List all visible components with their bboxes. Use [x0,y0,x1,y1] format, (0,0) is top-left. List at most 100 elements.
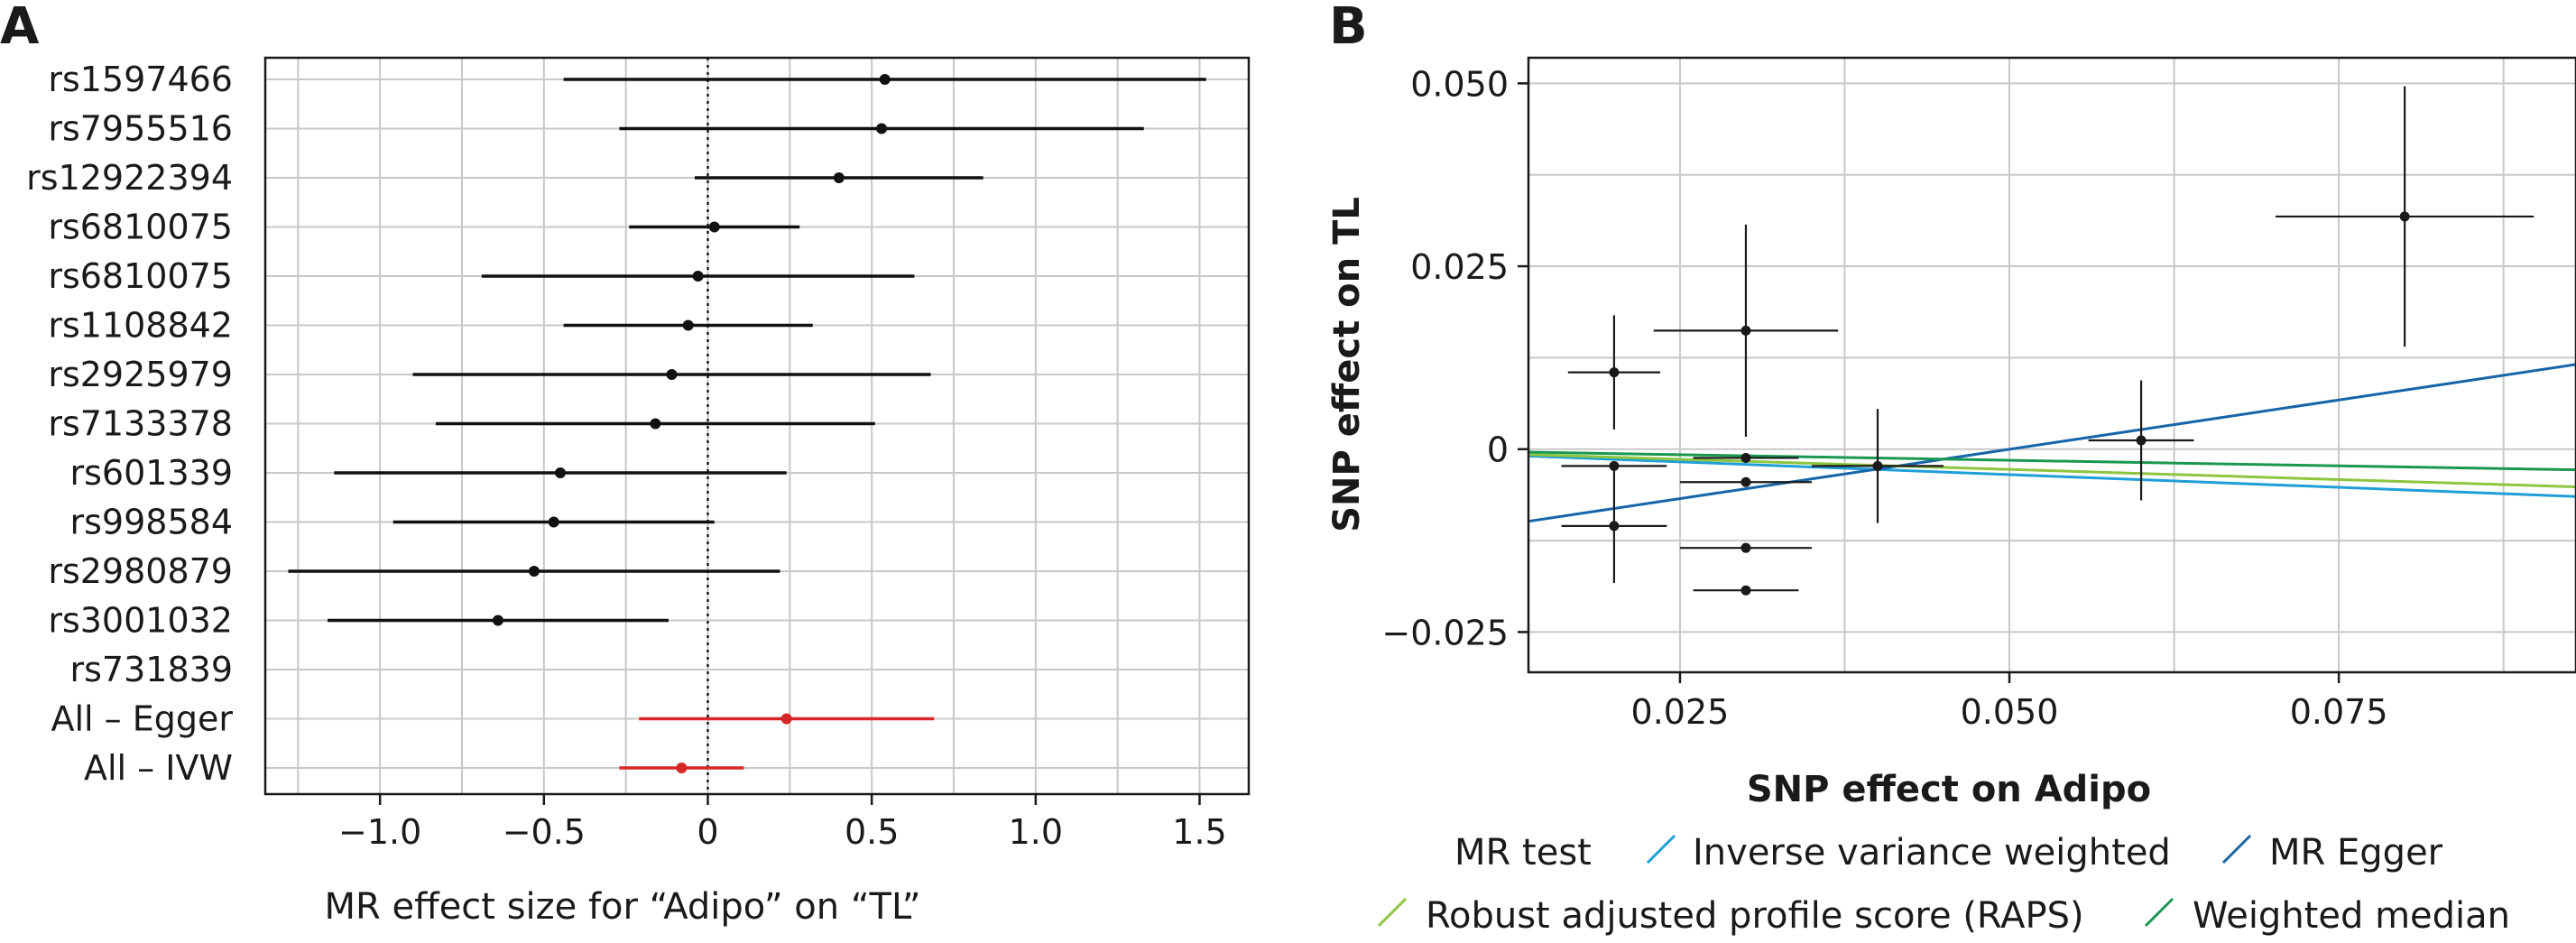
point-marker [2399,211,2410,222]
forest-x-ticks: −1.0 −0.5 0 0.5 1.0 1.5 [338,794,1227,852]
legend-item: Robust adjusted profile score (RAPS) [1377,895,2084,937]
effect-point [780,713,792,725]
snp-point [1653,224,1839,437]
effect-point [666,369,678,380]
x-tick-label: 0.050 [1961,692,2059,732]
snp-point [2276,86,2534,347]
snp-point [1561,468,1667,584]
snp-point [1679,542,1812,553]
snp-label: All – IVW [84,748,233,788]
effect-point [492,615,503,626]
forest-plot-frame [263,56,1251,796]
y-tick-label: 0.025 [1410,247,1509,287]
y-tick-label: −0.025 [1381,613,1509,652]
x-tick-label: 0.075 [2290,692,2388,732]
snp-label: rs601339 [70,453,233,493]
effect-point [555,467,566,478]
snp-label: rs12922394 [26,158,233,198]
regression-line [1528,454,2576,498]
scatter-points [1561,86,2534,596]
panel-b-letter: B [1329,0,1368,56]
scatter-plot-frame [1527,56,2576,674]
snp-label: rs7133378 [48,404,233,444]
forest-rows: rs1597466 rs7955516 rs12922394 rs6810075 rs6… [26,60,1206,788]
legend: MR test Inverse variance weighted MR Egge… [1377,832,2510,937]
snp-label: rs3001032 [48,601,233,641]
point-marker [1872,460,1883,471]
panel-a-letter: A [0,0,40,56]
point-marker [1609,367,1620,378]
snp-label: rs2925979 [48,355,233,394]
snp-point [1693,452,1799,463]
x-tick-label: 1.5 [1172,812,1226,852]
x-tick-label: −1.0 [338,812,421,852]
legend-item: Weighted median [2144,895,2510,937]
point-marker [1740,476,1751,487]
effect-point [833,172,845,183]
point-marker [1609,521,1620,532]
scatter-x-axis-label: SNP effect on Adipo [1747,769,2151,810]
point-marker [2136,435,2147,446]
y-tick-label: 0.050 [1410,64,1509,104]
point-marker [1740,325,1751,336]
point-marker [1740,452,1751,463]
point-marker [1609,460,1620,471]
legend-label: Robust adjusted profile score (RAPS) [1426,895,2084,937]
snp-label: All – Egger [51,699,233,739]
scatter-plot-panel: B 0.025 0.050 0.075 −0.025 0 0.025 0.050 SNP … [1326,0,2576,937]
effect-point [676,763,688,773]
snp-label: rs998584 [70,503,233,542]
forest-x-axis-label: MR effect size for “Adipo” on “TL” [325,886,921,928]
effect-point [528,566,540,577]
legend-title: MR test [1454,832,1592,874]
forest-plot-panel: A rs1597466rs7955516rs12922394rs6810075r… [0,0,1251,928]
legend-items: Inverse variance weighted MR Egger Robust … [1377,832,2510,937]
legend-item: Inverse variance weighted [1646,832,2171,874]
effect-point [682,319,694,331]
regression-line [1528,363,2576,523]
legend-label: Inverse variance weighted [1693,832,2171,874]
effect-point [708,221,720,233]
legend-label: Weighted median [2193,895,2510,937]
x-tick-label: 0 [697,812,718,852]
legend-key [1646,834,1676,864]
forest-grid [265,58,1249,794]
snp-point [2088,380,2194,501]
snp-label: rs6810075 [48,256,233,296]
effect-point [692,271,704,282]
regression-lines [1528,363,2576,523]
snp-label: rs7955516 [48,109,233,149]
snp-point [1567,315,1661,430]
y-tick-label: 0 [1487,430,1509,470]
snp-point [1679,476,1812,487]
legend-label: MR Egger [2269,832,2443,874]
snp-point [1811,409,1944,523]
point-marker [1740,542,1751,553]
snp-point [1693,585,1799,596]
snp-point [1561,460,1667,471]
regression-line [1528,450,2576,472]
legend-key [2221,834,2252,864]
x-tick-label: −0.5 [503,812,586,852]
effect-point [876,123,888,134]
effect-point [650,418,661,430]
legend-key [1377,897,1408,928]
snp-label: rs2980879 [48,551,233,591]
x-tick-label: 0.025 [1631,692,1730,732]
scatter-x-ticks: 0.025 0.050 0.075 [1631,672,2388,732]
legend-item: MR Egger [2221,832,2443,874]
scatter-grid [1528,58,2576,672]
legend-key [2144,897,2174,928]
scatter-y-axis-label: SNP effect on TL [1326,197,1368,532]
x-tick-label: 0.5 [845,812,899,852]
snp-label: rs1597466 [48,60,233,99]
snp-label: rs731839 [70,650,233,689]
snp-label: rs6810075 [48,208,233,247]
point-marker [1740,585,1751,596]
snp-label: rs1108842 [48,306,233,346]
x-tick-label: 1.0 [1009,812,1063,852]
regression-line [1528,453,2576,489]
effect-point [548,516,559,528]
effect-point [879,74,891,85]
